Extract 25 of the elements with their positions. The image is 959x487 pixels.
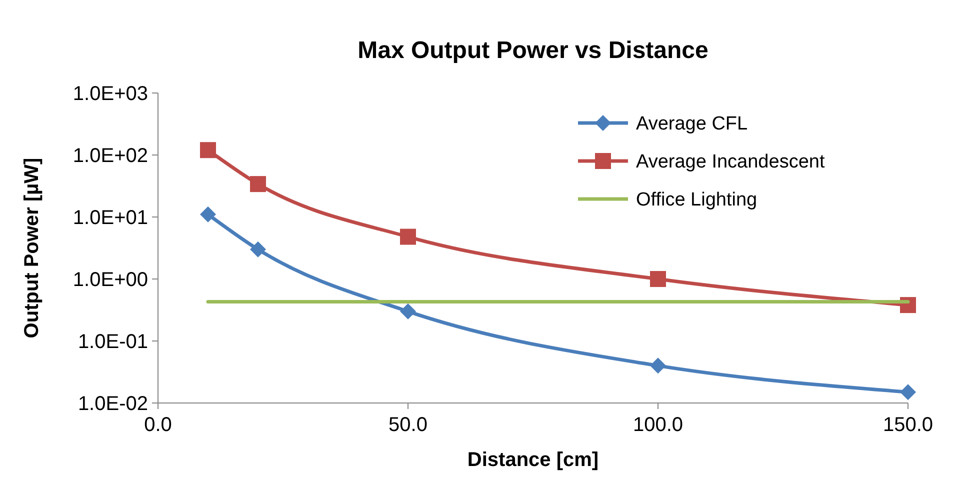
- point: [200, 142, 216, 158]
- point: [650, 358, 666, 374]
- y-tick-label: 1.0E-02: [78, 393, 148, 415]
- legend-label: Average Incandescent: [636, 152, 826, 173]
- point: [250, 176, 266, 192]
- x-tick-label: 50.0: [388, 414, 428, 436]
- y-tick-label: 1.0E+03: [72, 83, 148, 105]
- y-tick-label: 1.0E+01: [72, 207, 148, 229]
- y-axis-title: Output Power [µW]: [21, 158, 43, 338]
- point: [400, 228, 416, 245]
- point: [900, 384, 916, 400]
- legend-label: Average CFL: [636, 114, 748, 135]
- legend-label: Office Lighting: [636, 190, 758, 211]
- y-tick-label: 1.0E-01: [78, 331, 148, 353]
- chart-title: Max Output Power vs Distance: [358, 37, 708, 64]
- point: [650, 271, 666, 287]
- x-tick-label: 150.0: [882, 414, 934, 436]
- y-tick-label: 1.0E+00: [72, 269, 148, 291]
- point: [400, 303, 416, 320]
- x-tick-label: 100.0: [632, 414, 684, 436]
- x-tick-label: 0.0: [144, 414, 172, 436]
- point: [250, 241, 266, 258]
- x-axis-title: Distance [cm]: [467, 449, 599, 471]
- point: [200, 206, 216, 222]
- y-tick-label: 1.0E+02: [72, 145, 148, 167]
